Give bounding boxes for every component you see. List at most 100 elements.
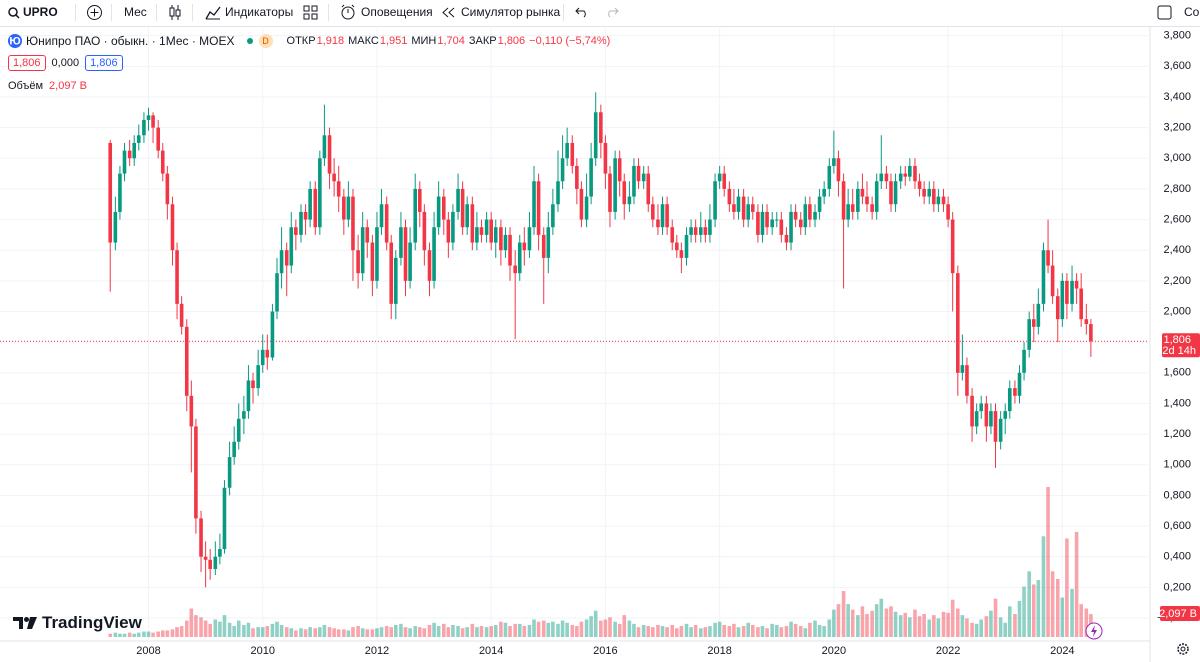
volume-bar <box>470 623 475 637</box>
candle-body <box>427 250 432 281</box>
candle-body <box>246 380 251 412</box>
candle-body <box>441 196 446 220</box>
volume-bar <box>784 626 789 637</box>
candle-body <box>536 181 541 235</box>
tradingview-logo[interactable]: TradingView <box>12 613 142 633</box>
volume-bar <box>503 622 508 637</box>
replay-button[interactable]: Симулятор рынка <box>461 5 561 19</box>
candle-body <box>884 173 889 182</box>
ohlc-value: 1,704 <box>437 35 465 47</box>
volume-bar <box>122 633 127 637</box>
volume-bar <box>1070 588 1074 637</box>
search-icon[interactable] <box>8 7 20 19</box>
candle-body <box>279 250 284 274</box>
layouts-icon[interactable] <box>303 5 318 20</box>
volume-bar <box>827 619 832 637</box>
volume-bar <box>675 628 679 637</box>
candle-body <box>836 158 841 182</box>
candle-body <box>446 219 451 243</box>
volume-bar <box>670 624 675 637</box>
add-symbol-icon[interactable] <box>86 4 103 21</box>
candle-body <box>941 196 946 205</box>
volume-bar <box>874 604 879 637</box>
volume-bar <box>893 611 898 637</box>
candle-body <box>546 227 551 258</box>
candle-body <box>1013 388 1017 396</box>
candle-body <box>689 227 693 235</box>
x-tick-label: 2022 <box>936 645 960 657</box>
chart-type-icon[interactable] <box>168 4 182 21</box>
fullscreen-icon[interactable] <box>1157 5 1172 20</box>
interval[interactable]: Мес <box>124 5 147 19</box>
volume-bar <box>965 618 969 637</box>
save-button[interactable]: Со <box>1184 5 1200 19</box>
alerts-button[interactable]: Оповещения <box>361 5 433 19</box>
candle-body <box>793 211 798 220</box>
ohlc-value: 1,918 <box>316 35 345 47</box>
candle-body <box>208 559 212 569</box>
y-tick-label: 3,600 <box>1163 60 1191 72</box>
volume-bar <box>779 627 784 637</box>
volume-bar <box>441 623 446 637</box>
volume-bar <box>165 630 170 637</box>
volume-bar <box>260 627 265 637</box>
volume-bar <box>917 616 922 637</box>
candle-body <box>608 173 612 212</box>
candle-body <box>713 181 717 220</box>
symbol[interactable]: UPRO <box>23 5 58 19</box>
candle-body <box>1050 265 1055 297</box>
volume-bar <box>156 631 161 637</box>
candle-body <box>822 188 826 197</box>
volume-bar <box>375 628 379 637</box>
candle-body <box>808 204 812 220</box>
bid-badge[interactable]: 1,806 <box>8 55 46 71</box>
volume-bar <box>246 622 251 637</box>
candle-body <box>917 181 922 189</box>
candle-body <box>646 173 651 205</box>
settings-icon[interactable] <box>1175 641 1191 657</box>
volume-bar <box>422 628 427 637</box>
volume-bar <box>1013 614 1017 637</box>
candle-body <box>956 273 960 373</box>
indicators-icon[interactable] <box>205 5 221 20</box>
candle-body <box>199 518 203 557</box>
candle-body <box>927 188 932 197</box>
candle-body <box>456 188 460 212</box>
volume-bar <box>736 627 741 637</box>
candle-body <box>303 211 308 220</box>
volume-bar <box>632 623 636 637</box>
volume-bar <box>489 626 493 637</box>
candle-body <box>160 150 165 174</box>
volume-bar <box>408 628 412 637</box>
candle-body <box>1065 280 1069 304</box>
exchange-badge: D <box>258 34 273 48</box>
volume-bar <box>941 611 946 637</box>
volume-bar <box>641 624 646 637</box>
candle-body <box>870 204 874 212</box>
volume-bar <box>308 627 312 637</box>
volume-bar <box>960 615 965 637</box>
volume-bar <box>860 606 865 637</box>
candle-body <box>898 173 903 182</box>
indicators-button[interactable]: Индикаторы <box>225 5 294 19</box>
last-price-tag <box>1162 333 1200 358</box>
volume-bar <box>808 622 812 637</box>
legend-title-row: Ю Юнипро ПАО · обыкн. · 1Мес · MOEX D ОТ… <box>8 34 610 48</box>
undo-icon[interactable] <box>575 6 589 18</box>
candle-body <box>622 181 627 205</box>
candle-body <box>142 119 146 136</box>
lightning-button[interactable] <box>1085 622 1103 640</box>
candle-body <box>108 142 113 243</box>
ask-badge[interactable]: 1,806 <box>85 55 123 71</box>
replay-icon[interactable] <box>442 7 456 18</box>
volume-bar <box>560 620 565 637</box>
volume-bar <box>351 627 355 637</box>
ohlc-value: 1,951 <box>379 35 408 47</box>
candle-body <box>770 219 774 228</box>
alert-icon[interactable] <box>340 4 356 20</box>
candle-body <box>475 227 479 243</box>
redo-icon[interactable] <box>605 6 619 18</box>
volume-bar <box>850 609 855 637</box>
volume-bar <box>713 622 717 637</box>
volume-bar <box>460 628 465 637</box>
